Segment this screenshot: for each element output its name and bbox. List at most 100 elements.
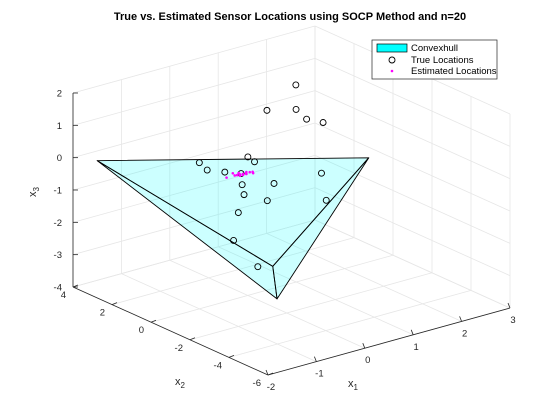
z-tick-label: -1: [54, 186, 62, 197]
convex-hull: [96, 157, 370, 300]
estimated-location-point: [248, 170, 252, 174]
true-location-point: [251, 158, 258, 166]
grid-lines: [72, 25, 511, 376]
y-tick-label: -6: [253, 378, 261, 389]
y-tick-label: 2: [100, 308, 105, 319]
true-location-point: [263, 197, 271, 205]
y-tick-mark: [189, 337, 196, 341]
y-tick-mark: [228, 355, 235, 358]
true-location-point: [270, 180, 278, 187]
x-tick-mark: [459, 316, 462, 322]
true-location-point: [322, 196, 330, 204]
legend-swatch-convexhull: [376, 43, 408, 53]
floor-grid-line: [218, 246, 414, 336]
back-wall-grid-line: [72, 187, 316, 256]
z-tick-label: 0: [57, 153, 62, 164]
true-location-point: [203, 166, 211, 174]
side-wall-grid-line: [314, 90, 511, 180]
floor-grid-line: [111, 237, 355, 305]
floor-grid-line: [121, 273, 317, 362]
legend-label-true: True Locations: [411, 55, 474, 66]
back-wall-grid-line: [72, 90, 316, 159]
estimated-location-point: [245, 172, 248, 176]
axis-box: [72, 92, 511, 376]
z-tick-label: -3: [54, 250, 62, 261]
floor-grid-line: [228, 290, 472, 358]
true-locations-series: [195, 81, 330, 271]
x-tick-mark: [362, 343, 366, 349]
x-tick-label: -1: [315, 369, 323, 380]
z-tick-label: 2: [57, 89, 62, 100]
legend-label-estimated: Estimated Locations: [411, 66, 497, 77]
estimated-location-point: [241, 173, 245, 177]
estimated-location-point: [233, 174, 237, 177]
side-wall-grid-line: [314, 219, 511, 309]
true-location-point: [263, 106, 271, 114]
true-location-point: [303, 115, 311, 123]
true-location-point: [234, 209, 242, 217]
chart-title: True vs. Estimated Sensor Locations usin…: [114, 11, 466, 23]
estimated-location-point: [238, 174, 242, 178]
y-axis-line: [72, 286, 269, 376]
true-location-point: [195, 159, 203, 167]
legend: Convexhull True Locations Estimated Loca…: [371, 39, 498, 80]
back-wall-grid-line: [72, 154, 316, 223]
z-tick-label: -4: [54, 283, 62, 294]
true-location-point: [240, 191, 248, 199]
x-tick-label: -2: [267, 382, 275, 393]
y-tick-mark: [267, 372, 274, 376]
true-location-point: [230, 236, 238, 244]
y-tick-label: -2: [175, 343, 183, 354]
x-tick-mark: [265, 369, 269, 376]
legend-label-convexhull: Convexhull: [411, 43, 458, 54]
z-tick-label: -2: [54, 218, 62, 229]
estimated-location-point: [237, 171, 240, 175]
y-tick-label: 4: [61, 290, 66, 301]
side-wall-grid-line: [314, 187, 511, 277]
convex-hull-face: [272, 157, 370, 300]
x-axis-line: [267, 307, 511, 376]
true-location-point: [292, 81, 300, 89]
y-tick-label: -4: [214, 360, 222, 371]
x-tick-mark: [314, 356, 317, 362]
true-location-point: [318, 169, 325, 177]
side-wall-grid-line: [314, 122, 511, 212]
back-wall-grid-line: [72, 219, 316, 288]
estimated-location-point: [251, 170, 254, 174]
true-location-point: [244, 153, 252, 161]
floor-grid-line: [169, 259, 365, 349]
estimated-location-point: [231, 171, 235, 175]
true-location-point: [254, 263, 262, 271]
floor-grid-line: [189, 272, 433, 341]
floor-grid-line: [150, 254, 394, 323]
estimated-location-point: [225, 176, 228, 179]
back-wall-grid-line: [72, 25, 316, 94]
x-tick-label: 2: [462, 328, 467, 339]
floor-grid-line: [266, 233, 462, 322]
estimated-location-point: [245, 170, 248, 174]
y-axis-label: x2: [175, 376, 186, 390]
x-axis-label: x1: [348, 378, 359, 392]
legend-marker-estimated: [390, 69, 394, 73]
back-wall-grid-line: [72, 122, 316, 191]
x-tick-label: 3: [510, 315, 515, 326]
y-tick-label: 0: [139, 325, 144, 336]
estimated-location-point: [235, 173, 239, 177]
y-tick-mark: [111, 302, 118, 305]
x-tick-label: 0: [365, 355, 370, 366]
side-wall-grid-line: [314, 154, 511, 244]
true-location-point: [292, 105, 300, 113]
x-tick-mark: [410, 329, 414, 335]
estimated-locations-series: [225, 170, 255, 179]
x-tick-label: 1: [414, 342, 419, 353]
true-location-point: [319, 119, 327, 126]
side-wall-grid-line: [314, 57, 511, 147]
true-location-point: [221, 168, 229, 176]
z-tick-label: 1: [57, 121, 62, 132]
x-tick-mark: [507, 302, 511, 309]
back-wall-grid-line: [72, 57, 316, 126]
y-tick-mark: [150, 319, 157, 323]
legend-marker-true: [388, 56, 396, 64]
